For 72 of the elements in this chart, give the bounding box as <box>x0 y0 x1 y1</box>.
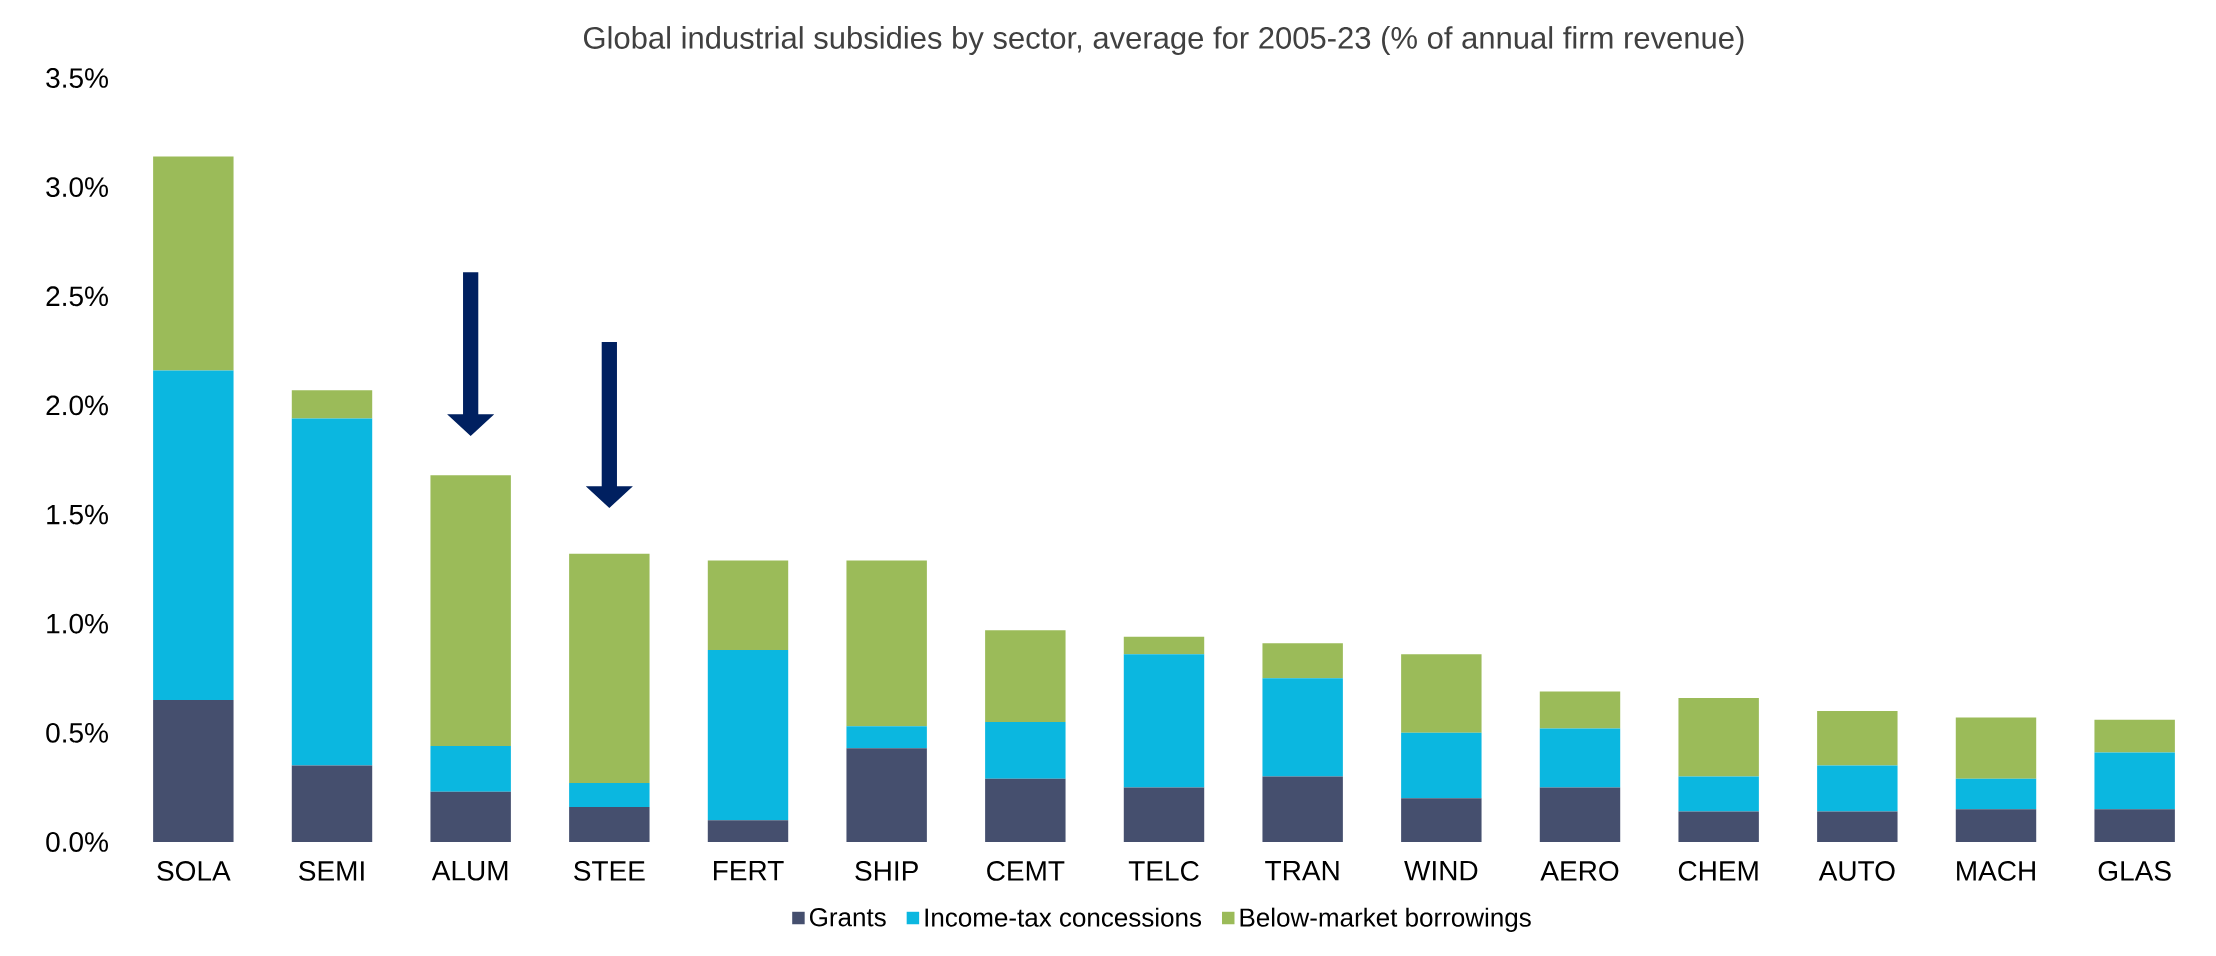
x-tick-label: SHIP <box>855 861 918 881</box>
bar <box>1401 732 1482 799</box>
bar <box>1817 711 1898 766</box>
bar <box>1123 636 1205 655</box>
legend-label: Below-market borrowings <box>1240 907 1531 932</box>
bar <box>153 156 234 371</box>
bar <box>569 553 650 784</box>
x-tick-label: AERO <box>1540 861 1619 881</box>
bar <box>1678 811 1759 842</box>
x-tick-label: GLAS <box>2098 861 2171 881</box>
y-tick-label: 0.5% <box>46 722 108 743</box>
bar <box>430 745 511 792</box>
bar <box>291 390 373 419</box>
bar <box>1401 654 1482 733</box>
bar <box>846 560 927 727</box>
bar <box>430 475 511 746</box>
legend-label: Grants <box>809 908 886 927</box>
bar <box>2094 809 2175 842</box>
chart-title: Global industrial subsidies by sector, average for 2005-23 (% of annual firm revenue) <box>583 26 1744 55</box>
bar <box>1262 643 1343 679</box>
bar <box>1401 798 1482 842</box>
y-tick-label: 0.0% <box>46 832 108 852</box>
bar <box>1539 691 1621 729</box>
bar <box>1123 787 1205 842</box>
x-tick-label: STEE <box>574 861 645 881</box>
y-tick-label: 1.0% <box>47 613 108 634</box>
bar <box>1817 765 1898 812</box>
bar <box>569 807 650 842</box>
x-tick-label: TELC <box>1128 861 1199 881</box>
bar <box>707 649 789 821</box>
bar <box>707 820 789 842</box>
x-tick-label: WIND <box>1404 861 1478 881</box>
bar <box>985 778 1066 842</box>
y-tick-label: 3.0% <box>46 177 108 198</box>
bar <box>1262 776 1343 842</box>
bar <box>153 370 234 701</box>
y-tick-label: 2.5% <box>46 286 108 307</box>
bar <box>1678 697 1759 777</box>
x-tick-label: MACH <box>1957 861 2035 881</box>
bar <box>1955 717 2037 779</box>
bar <box>1262 678 1343 777</box>
x-tick-label: AUTO <box>1818 861 1895 881</box>
x-tick-label: SOLA <box>157 861 231 881</box>
bar <box>1539 787 1621 842</box>
bar <box>153 700 234 842</box>
x-tick-label: TRAN <box>1265 861 1339 881</box>
y-tick-label: 1.5% <box>47 504 108 525</box>
bar <box>1678 776 1759 812</box>
x-tick-label: SEMI <box>299 861 364 881</box>
bar <box>1817 811 1898 842</box>
x-tick-label: CHEM <box>1678 861 1758 881</box>
bar <box>1955 809 2037 842</box>
x-tick-label: ALUM <box>431 861 508 881</box>
y-tick-label: 2.0% <box>46 395 108 416</box>
y-tick-label: 3.5% <box>46 68 108 88</box>
bar <box>707 560 789 650</box>
bar <box>569 783 650 808</box>
bar <box>985 721 1066 779</box>
x-tick-label: FERT <box>714 861 784 881</box>
legend-label: Income-tax concessions <box>925 907 1202 927</box>
bar <box>430 791 511 842</box>
bar <box>1123 654 1205 788</box>
bar <box>1955 778 2037 810</box>
bar <box>846 726 927 749</box>
x-tick-label: CEMT <box>987 861 1065 881</box>
bar <box>985 630 1066 722</box>
bar <box>2094 719 2175 753</box>
bar <box>846 748 927 842</box>
bar <box>1539 728 1621 788</box>
bar <box>2094 752 2175 810</box>
bar <box>291 418 373 766</box>
bar <box>291 765 373 842</box>
